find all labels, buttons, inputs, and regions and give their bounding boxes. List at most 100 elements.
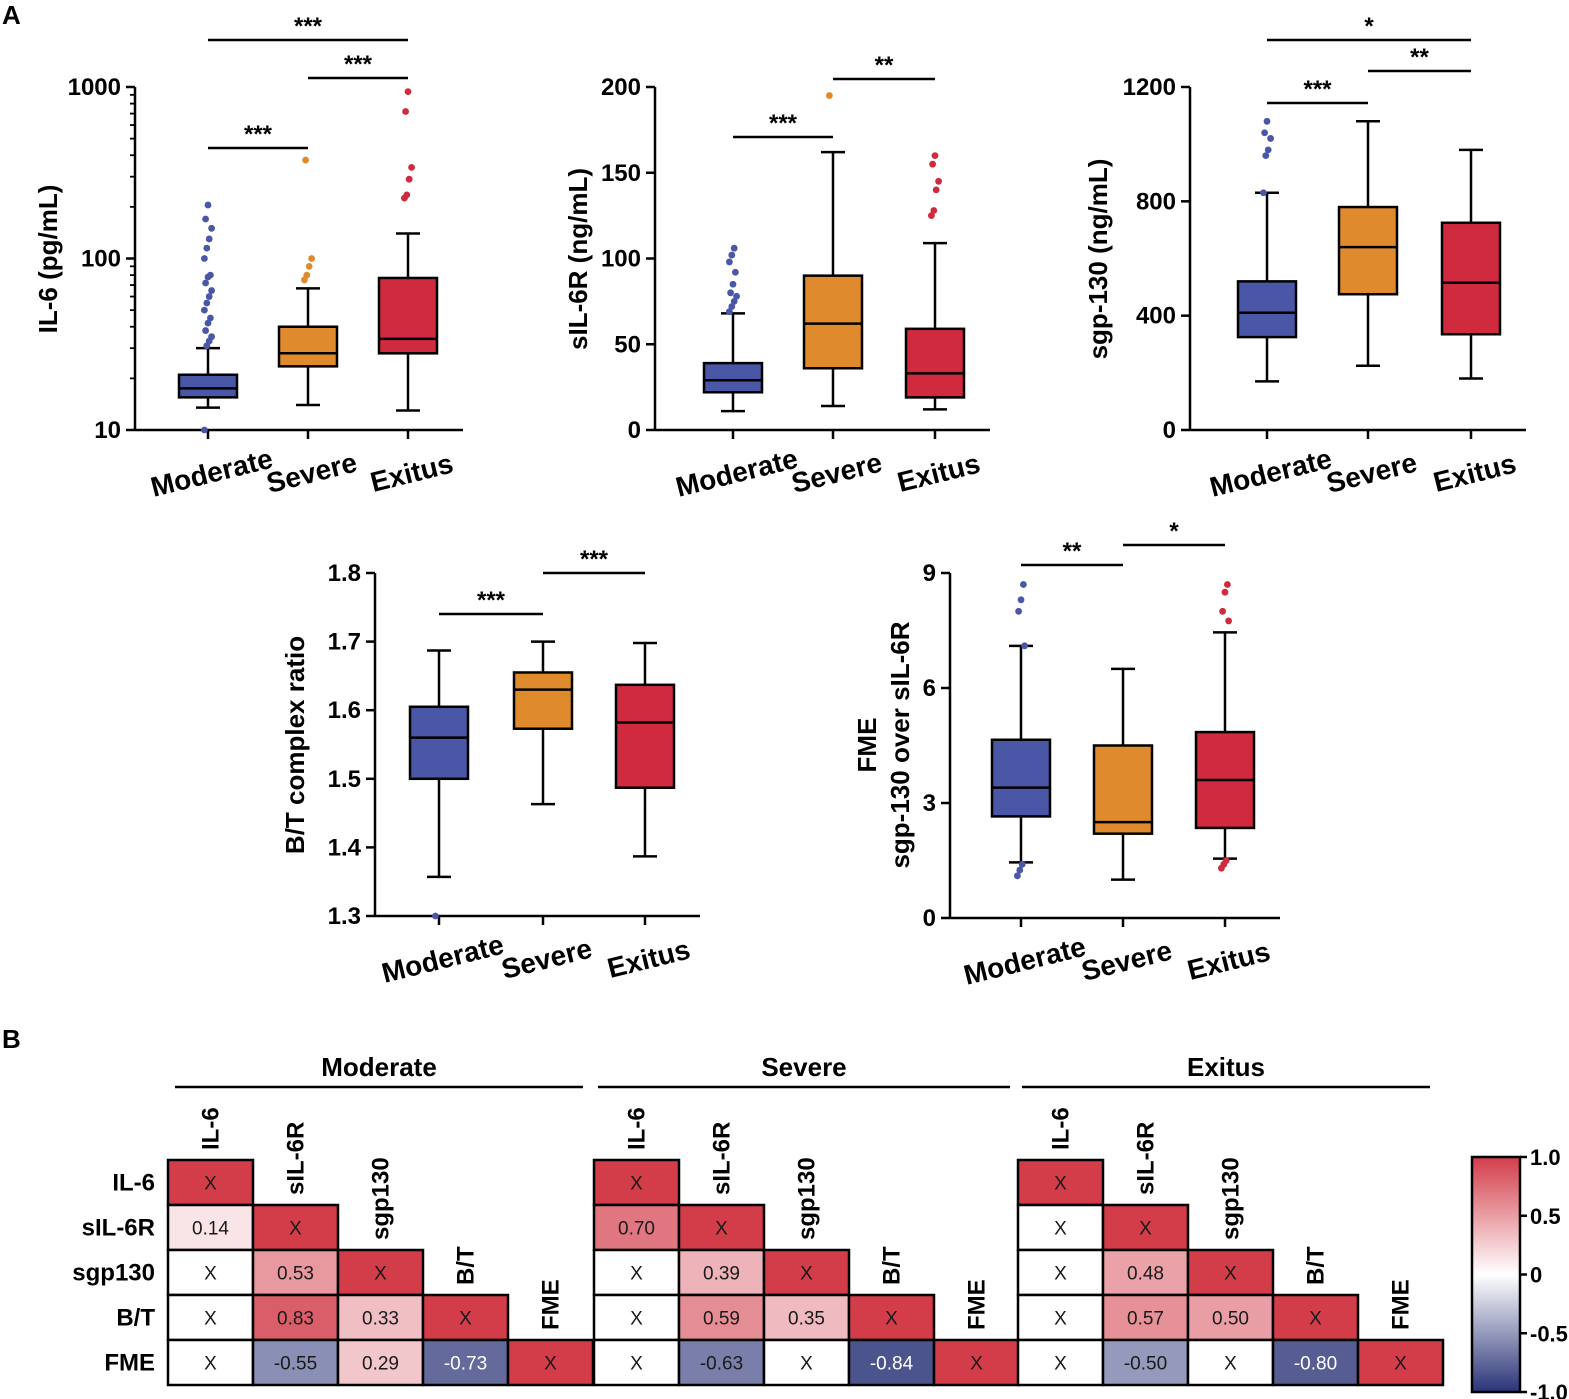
heatmap-cell bbox=[592, 1203, 681, 1252]
heatmap-cell-value: X bbox=[1054, 1264, 1067, 1285]
heatmap-cell-value: -0.84 bbox=[870, 1354, 914, 1375]
heatmap-cell-value: 0.33 bbox=[362, 1309, 399, 1330]
colorbar: 1.0 0.5 0 -0.5 -1.0 bbox=[1470, 1145, 1568, 1399]
x-category-label: Moderate bbox=[961, 931, 1089, 991]
group-title: Severe bbox=[761, 1052, 846, 1082]
significance-label: *** bbox=[580, 546, 609, 573]
heatmap-cell-value: X bbox=[1394, 1354, 1407, 1375]
y-tick-label: 1.5 bbox=[328, 766, 361, 793]
outlier-point bbox=[202, 279, 210, 287]
heatmap-cell-value: X bbox=[1224, 1354, 1237, 1375]
heatmap-cell-value: X bbox=[800, 1264, 813, 1285]
heatmap-col-label: B/T bbox=[453, 1246, 480, 1285]
box-moderate bbox=[177, 201, 239, 434]
outlier-point bbox=[928, 212, 935, 220]
heatmap-cell-value: X bbox=[1054, 1309, 1067, 1330]
heatmap-col-label: FME bbox=[964, 1279, 991, 1330]
significance-label: * bbox=[1364, 13, 1374, 40]
heatmap-row-label: FME bbox=[104, 1350, 155, 1377]
outlier-point bbox=[1263, 117, 1271, 125]
heatmap-cell-value: 0.14 bbox=[192, 1219, 229, 1240]
heatmap-cell bbox=[1016, 1338, 1105, 1387]
heatmap-cell-value: X bbox=[1309, 1309, 1322, 1330]
heatmap-cell bbox=[506, 1338, 595, 1387]
box-iqr bbox=[1092, 744, 1154, 835]
significance-label: ** bbox=[875, 52, 894, 79]
heatmap-cell-value: -0.50 bbox=[1124, 1354, 1167, 1375]
outlier-point bbox=[1260, 189, 1267, 197]
box-iqr bbox=[1236, 280, 1298, 339]
colorbar-bar bbox=[1470, 1155, 1522, 1394]
outlier-point bbox=[1262, 152, 1270, 160]
heatmap-cell-value: X bbox=[1224, 1264, 1237, 1285]
y-tick-label: 800 bbox=[1136, 188, 1176, 215]
heatmap-cell-value: X bbox=[1054, 1219, 1067, 1240]
boxplot-fme: 0 3 6 9 FME sgp-130 over sIL-6R ModerateSevere… bbox=[852, 518, 1280, 991]
x-category-label: Severe bbox=[263, 447, 360, 499]
significance-label: ** bbox=[1063, 538, 1082, 565]
heatmap-cell bbox=[592, 1248, 681, 1297]
outlier-point bbox=[1261, 129, 1268, 137]
outlier-point bbox=[1264, 146, 1272, 154]
heatmap-cell-value: 0.29 bbox=[362, 1354, 399, 1375]
box-severe bbox=[1092, 667, 1154, 881]
outlier-point bbox=[1219, 607, 1226, 615]
heatmap-cell-value: X bbox=[374, 1264, 387, 1285]
heatmap-cell-value: X bbox=[544, 1354, 557, 1375]
heatmap-cell-value: X bbox=[459, 1309, 472, 1330]
outlier-point bbox=[207, 314, 214, 322]
heatmap-col-label: sIL-6R bbox=[709, 1122, 736, 1195]
heatmap-cell bbox=[421, 1338, 510, 1387]
outlier-point bbox=[305, 262, 313, 270]
heatmap-cell bbox=[166, 1203, 255, 1252]
heatmap-col-label: sIL-6R bbox=[283, 1122, 310, 1195]
colorbar-tick-label: -0.5 bbox=[1530, 1321, 1568, 1346]
box-moderate bbox=[990, 581, 1052, 880]
outlier-point bbox=[303, 271, 311, 279]
heatmap-cell-value: X bbox=[630, 1264, 643, 1285]
heatmap-cell bbox=[762, 1293, 851, 1342]
y-tick-label: 200 bbox=[601, 74, 641, 101]
y-axis-title: IL-6 (pg/mL) bbox=[33, 185, 63, 334]
outlier-point bbox=[204, 201, 212, 209]
heatmap-cell bbox=[1101, 1203, 1190, 1252]
box-iqr bbox=[408, 705, 470, 781]
y-tick-label: 9 bbox=[923, 560, 936, 587]
heatmap-col-label: IL-6 bbox=[198, 1107, 225, 1150]
heatmap-cell-value: X bbox=[630, 1174, 643, 1195]
box-iqr bbox=[990, 738, 1052, 818]
outlier-point bbox=[302, 156, 309, 164]
box-iqr bbox=[377, 276, 439, 355]
box-exitus bbox=[904, 152, 966, 411]
outlier-point bbox=[726, 308, 733, 316]
y-tick-label: 1200 bbox=[1123, 74, 1176, 101]
heatmap-cell bbox=[1101, 1248, 1190, 1297]
group-title: Moderate bbox=[321, 1052, 437, 1082]
heatmap-cell bbox=[336, 1293, 425, 1342]
y-tick-label: 0 bbox=[1163, 417, 1176, 444]
heatmap-cell bbox=[847, 1293, 936, 1342]
heatmap-col-label: B/T bbox=[879, 1246, 906, 1285]
heatmap-cell bbox=[1186, 1248, 1275, 1297]
outlier-point bbox=[733, 292, 740, 300]
heatmap-cell-value: 0.48 bbox=[1127, 1264, 1164, 1285]
y-tick-label: 100 bbox=[601, 246, 641, 273]
heatmap-cell-value: 0.83 bbox=[277, 1309, 314, 1330]
significance-label: *** bbox=[344, 51, 373, 78]
heatmap-cell bbox=[251, 1203, 340, 1252]
heatmap-cell bbox=[251, 1248, 340, 1297]
box-moderate bbox=[702, 244, 764, 413]
outlier-point bbox=[1221, 588, 1229, 596]
correlation-heatmaps: IL-6 sIL-6R sgp130 B/T FME Moderate IL-6 sIL-6R… bbox=[72, 1052, 1445, 1387]
box-exitus bbox=[1194, 581, 1256, 872]
heatmap-row-label: sgp130 bbox=[72, 1260, 155, 1287]
heatmap-col-label: sgp130 bbox=[794, 1157, 821, 1240]
heatmap-cell-value: -0.80 bbox=[1294, 1354, 1337, 1375]
heatmap-cell bbox=[336, 1248, 425, 1297]
outlier-point bbox=[1224, 581, 1231, 588]
heatmap-col-label: FME bbox=[1388, 1279, 1415, 1330]
outlier-point bbox=[208, 224, 216, 232]
heatmap-moderate: Moderate IL-6 sIL-6R sgp130 B/T FME X 0.14 X X 0.5… bbox=[166, 1052, 595, 1387]
heatmap-cell-value: X bbox=[630, 1309, 643, 1330]
